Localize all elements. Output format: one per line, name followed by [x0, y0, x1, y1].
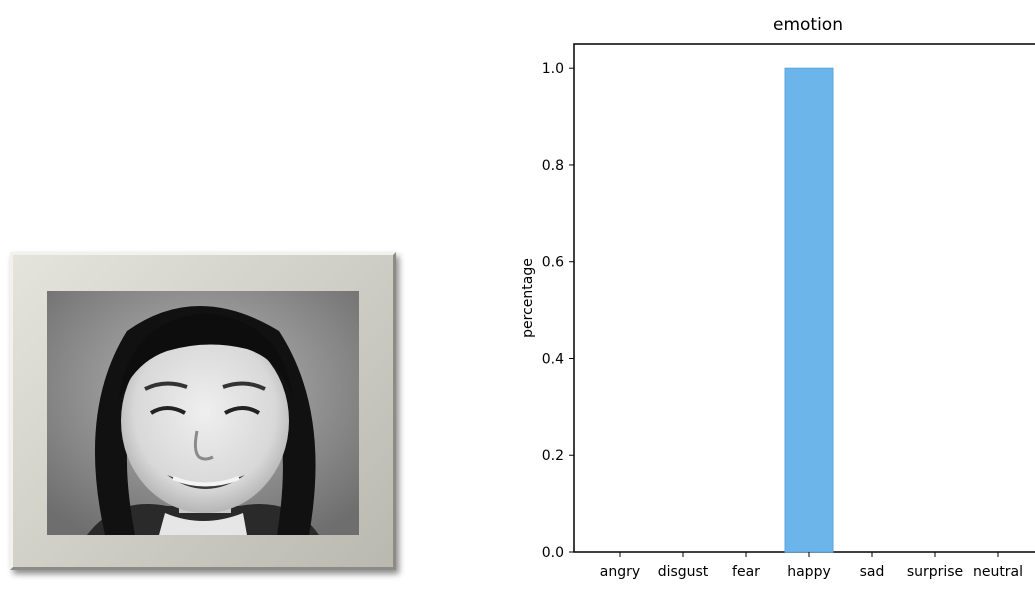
x-tick-label: angry — [600, 564, 640, 580]
bar-happy — [784, 67, 834, 553]
y-tick-label: 1.0 — [542, 61, 564, 77]
x-axis: angry disgust fear happy sad surprise neutral — [600, 552, 1023, 580]
x-tick-label: surprise — [907, 564, 963, 580]
x-tick-label: sad — [860, 564, 885, 580]
face-photo — [47, 291, 359, 535]
y-tick-label: 0.8 — [542, 158, 564, 174]
chart-title: emotion — [773, 15, 843, 35]
face-illustration — [47, 291, 359, 535]
x-tick-label: happy — [787, 564, 831, 580]
y-tick-label: 0.4 — [542, 351, 564, 367]
photo-frame — [10, 252, 396, 570]
y-axis: 0.0 0.2 0.4 0.6 0.8 1.0 — [542, 61, 574, 561]
emotion-bar-chart: emotion 0.0 0.2 0.4 0.6 0.8 1.0 angry disgust f… — [520, 15, 1035, 580]
x-tick-label: disgust — [658, 564, 709, 580]
x-tick-label: fear — [732, 564, 760, 580]
y-tick-label: 0.6 — [542, 255, 564, 271]
chart-plot-area: 0.0 0.2 0.4 0.6 0.8 1.0 angry disgust fear happy… — [542, 43, 1035, 580]
y-tick-label: 0.2 — [542, 448, 564, 464]
y-tick-label: 0.0 — [542, 545, 564, 561]
x-tick-label: neutral — [973, 564, 1023, 580]
bars-group — [784, 67, 834, 553]
y-axis-label: percentage — [520, 258, 536, 338]
